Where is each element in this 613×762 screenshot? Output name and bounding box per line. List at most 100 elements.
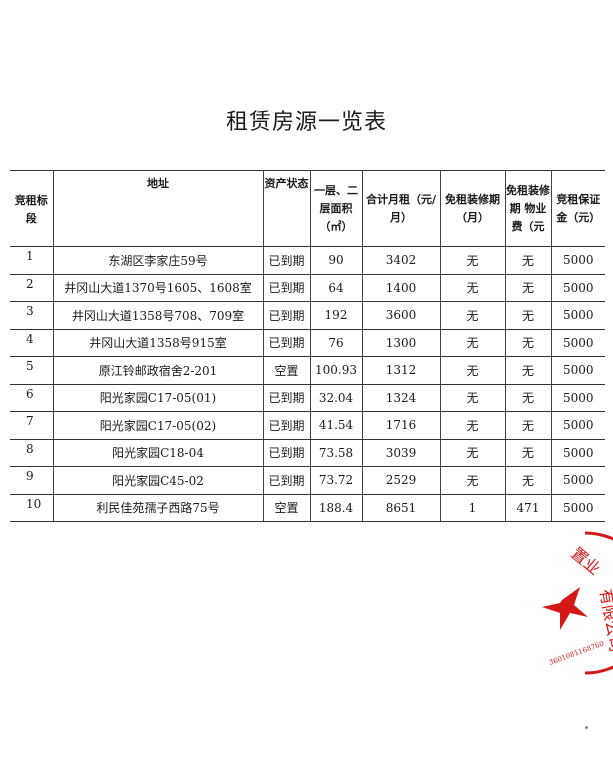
seal-text-1: 置业 [567, 544, 604, 579]
cell-deposit: 5000 [550, 356, 605, 385]
cell-address: 阳光家园C45-02 [52, 466, 264, 495]
cell-property-fee: 无 [504, 383, 552, 412]
table-row: 6 阳光家园C17-05(01) 已到期 32.04 1324 无无 5000 [10, 383, 605, 412]
cell-status: 已到期 [262, 438, 311, 467]
cell-property-fee: 471 [504, 493, 552, 522]
cell-area: 100.93 [309, 356, 363, 385]
cell-area: 73.58 [309, 438, 363, 467]
cell-deposit: 5000 [550, 301, 605, 330]
header-deposit: 竞租保证金（元） [550, 170, 605, 247]
seal-number: 3601081168760 [548, 640, 605, 667]
cell-monthly-rent: 1312 [361, 356, 441, 385]
scan-speck [585, 726, 588, 729]
cell-status: 已到期 [262, 301, 311, 330]
table-row: 1 东湖区李家庄59号 已到期 90 3402 无无 5000 [10, 246, 605, 275]
header-free-period: 免租装修期（月） [439, 170, 506, 247]
cell-free-period: 无 [439, 246, 506, 275]
cell-status: 已到期 [262, 246, 311, 275]
cell-monthly-rent: 1300 [361, 328, 441, 357]
cell-status: 空置 [262, 493, 311, 522]
cell-area: 90 [309, 246, 363, 275]
cell-monthly-rent: 1400 [361, 273, 441, 302]
cell-address: 井冈山大道1358号708、709室 [52, 301, 264, 330]
cell-deposit: 5000 [550, 466, 605, 495]
cell-deposit: 5000 [550, 438, 605, 467]
cell-address: 阳光家园C17-05(01) [52, 383, 264, 412]
header-monthly-rent: 合计月租（元/月） [361, 170, 441, 247]
header-lot: 竞租标段 [10, 170, 54, 247]
cell-monthly-rent: 8651 [361, 493, 441, 522]
table-row: 9 阳光家园C45-02 已到期 73.72 2529 无无 5000 [10, 466, 605, 495]
cell-property-fee: 无 [504, 438, 552, 467]
header-area: 一层、二层面积（㎡） [309, 170, 363, 247]
cell-lot: 7 [10, 411, 54, 440]
cell-property-fee: 无 [504, 273, 552, 302]
cell-free-period: 无 [439, 438, 506, 467]
table-row: 2 井冈山大道1370号1605、1608室 已到期 64 1400 无无 5000 [10, 273, 605, 302]
cell-area: 73.72 [309, 466, 363, 495]
cell-lot: 1 [10, 246, 54, 275]
cell-monthly-rent: 3600 [361, 301, 441, 330]
cell-address: 东湖区李家庄59号 [52, 246, 264, 275]
header-address: 地址 [52, 170, 264, 247]
cell-monthly-rent: 1716 [361, 411, 441, 440]
rental-listing-table: 竞租标段 地址 资产状态 一层、二层面积（㎡） 合计月租（元/月） 免租装修期（… [10, 170, 605, 522]
cell-status: 空置 [262, 356, 311, 385]
cell-area: 32.04 [309, 383, 363, 412]
cell-monthly-rent: 2529 [361, 466, 441, 495]
cell-property-fee: 无 [504, 246, 552, 275]
cell-property-fee: 无 [504, 466, 552, 495]
cell-deposit: 5000 [550, 383, 605, 412]
cell-free-period: 无 [439, 273, 506, 302]
cell-property-fee: 无 [504, 411, 552, 440]
cell-lot: 5 [10, 356, 54, 385]
cell-address: 井冈山大道1358号915室 [52, 328, 264, 357]
cell-area: 192 [309, 301, 363, 330]
cell-property-fee: 无 [504, 301, 552, 330]
cell-free-period: 无 [439, 301, 506, 330]
header-property-fee: 免租装修期 物业费（元 [504, 170, 552, 247]
cell-lot: 4 [10, 328, 54, 357]
cell-address: 阳光家园C17-05(02) [52, 411, 264, 440]
cell-lot: 8 [10, 438, 54, 467]
cell-status: 已到期 [262, 328, 311, 357]
cell-status: 已到期 [262, 411, 311, 440]
table-row: 8 阳光家园C18-04 已到期 73.58 3039 无无 5000 [10, 438, 605, 467]
company-seal: 置业 有限公司 3601081168760 [542, 531, 613, 675]
cell-lot: 2 [10, 273, 54, 302]
header-status: 资产状态 [262, 170, 311, 247]
cell-property-fee: 无 [504, 328, 552, 357]
table-row: 7 阳光家园C17-05(02) 已到期 41.54 1716 无无 5000 [10, 411, 605, 440]
cell-deposit: 5000 [550, 411, 605, 440]
cell-free-period: 1 [439, 493, 506, 522]
cell-free-period: 无 [439, 328, 506, 357]
table-row: 5 原江铃邮政宿舍2-201 空置 100.93 1312 无无 5000 [10, 356, 605, 385]
cell-lot: 6 [10, 383, 54, 412]
cell-free-period: 无 [439, 356, 506, 385]
cell-status: 已到期 [262, 383, 311, 412]
cell-monthly-rent: 3039 [361, 438, 441, 467]
cell-monthly-rent: 3402 [361, 246, 441, 275]
cell-area: 76 [309, 328, 363, 357]
star-icon [542, 587, 588, 630]
cell-area: 188.4 [309, 493, 363, 522]
cell-deposit: 5000 [550, 273, 605, 302]
cell-address: 原江铃邮政宿舍2-201 [52, 356, 264, 385]
cell-address: 阳光家园C18-04 [52, 438, 264, 467]
cell-free-period: 无 [439, 466, 506, 495]
cell-property-fee: 无 [504, 356, 552, 385]
cell-free-period: 无 [439, 383, 506, 412]
cell-deposit: 5000 [550, 246, 605, 275]
table-row: 10 利民佳苑孺子西路75号 空置 188.4 8651 1 471 5000 [10, 493, 605, 522]
cell-status: 已到期 [262, 273, 311, 302]
cell-status: 已到期 [262, 466, 311, 495]
table-row: 4 井冈山大道1358号915室 已到期 76 1300 无无 5000 [10, 328, 605, 357]
cell-address: 利民佳苑孺子西路75号 [52, 493, 264, 522]
page-title: 租赁房源一览表 [225, 110, 387, 135]
cell-lot: 9 [10, 466, 54, 495]
cell-lot: 10 [10, 493, 54, 522]
table-header-row: 竞租标段 地址 资产状态 一层、二层面积（㎡） 合计月租（元/月） 免租装修期（… [10, 170, 605, 247]
cell-area: 64 [309, 273, 363, 302]
cell-monthly-rent: 1324 [361, 383, 441, 412]
cell-deposit: 5000 [550, 493, 605, 522]
